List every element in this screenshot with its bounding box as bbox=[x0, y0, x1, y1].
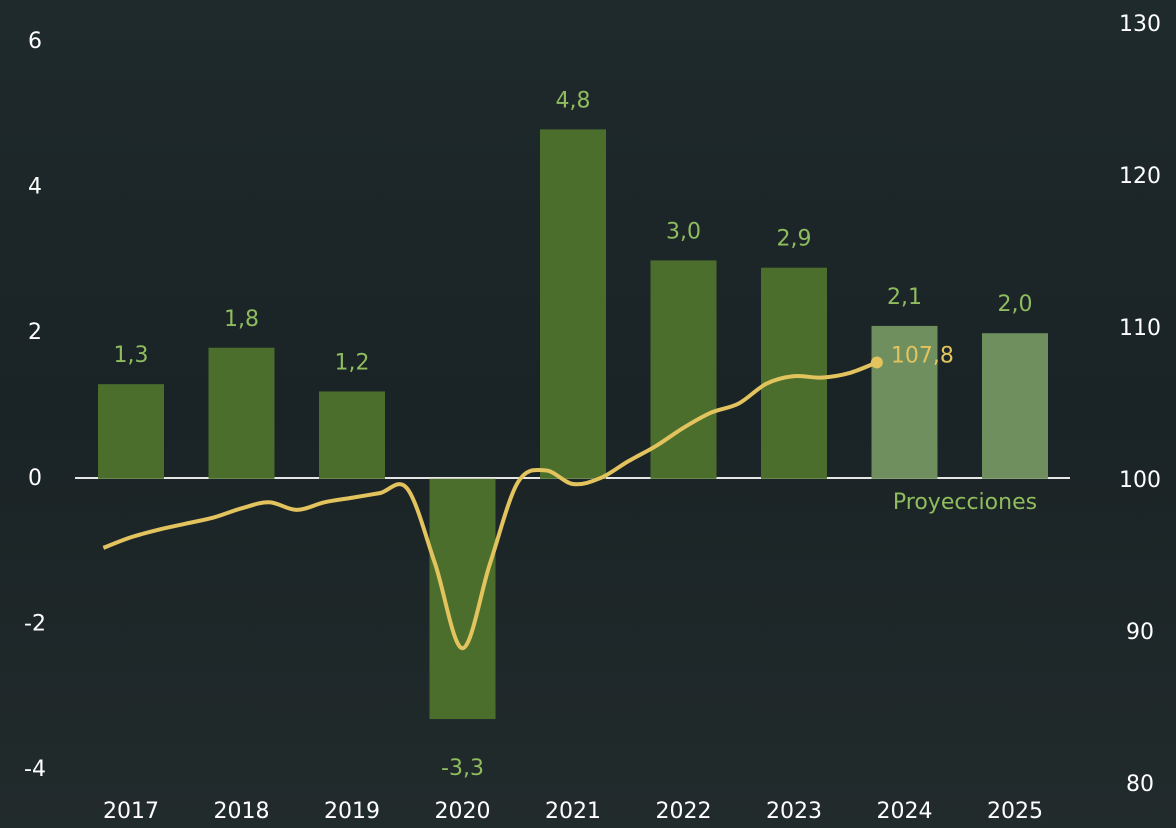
value-label: 2,1 bbox=[887, 285, 922, 310]
bar bbox=[650, 260, 717, 479]
x-tick-label: 2017 bbox=[103, 799, 159, 824]
y2-tick-label: 110 bbox=[1119, 316, 1161, 341]
y-tick-label: -4 bbox=[24, 757, 46, 782]
x-tick-label: 2018 bbox=[214, 799, 270, 824]
annotation: Proyecciones bbox=[893, 490, 1037, 515]
line bbox=[102, 360, 878, 651]
x-tick-label: 2022 bbox=[656, 799, 712, 824]
y-tick-label: 0 bbox=[28, 466, 42, 491]
bar bbox=[871, 325, 938, 479]
bar bbox=[208, 347, 275, 479]
x-tick-label: 2020 bbox=[435, 799, 491, 824]
value-label: 2,9 bbox=[777, 227, 812, 252]
value-label: 1,2 bbox=[335, 350, 370, 375]
value-label: 4,8 bbox=[556, 88, 591, 113]
value-label: 3,0 bbox=[666, 219, 701, 244]
y2-tick-label: 130 bbox=[1119, 12, 1161, 37]
y2-tick-label: 100 bbox=[1119, 468, 1161, 493]
bar bbox=[429, 478, 496, 720]
y-tick-label: -2 bbox=[24, 611, 46, 636]
line-end-label: 107,8 bbox=[891, 343, 954, 368]
value-label: -3,3 bbox=[441, 756, 484, 781]
value-label: 1,3 bbox=[114, 343, 149, 368]
line-end-marker bbox=[870, 356, 883, 369]
x-tick-label: 2025 bbox=[987, 799, 1043, 824]
y-tick-label: 6 bbox=[28, 29, 42, 54]
y2-tick-label: 80 bbox=[1126, 772, 1154, 797]
x-tick-label: 2019 bbox=[324, 799, 380, 824]
bar bbox=[98, 384, 164, 479]
y2-tick-label: 120 bbox=[1119, 164, 1161, 189]
x-tick-label: 2021 bbox=[545, 799, 601, 824]
value-label: 2,0 bbox=[998, 292, 1033, 317]
y-tick-label: 2 bbox=[28, 320, 42, 345]
bar bbox=[540, 129, 606, 479]
bar bbox=[982, 333, 1048, 479]
bar bbox=[761, 267, 827, 479]
x-tick-label: 2024 bbox=[877, 799, 933, 824]
x-tick-label: 2023 bbox=[766, 799, 822, 824]
bar bbox=[319, 391, 385, 479]
value-label: 1,8 bbox=[224, 307, 259, 332]
y-tick-label: 4 bbox=[28, 175, 42, 200]
y2-tick-label: 90 bbox=[1126, 620, 1154, 645]
